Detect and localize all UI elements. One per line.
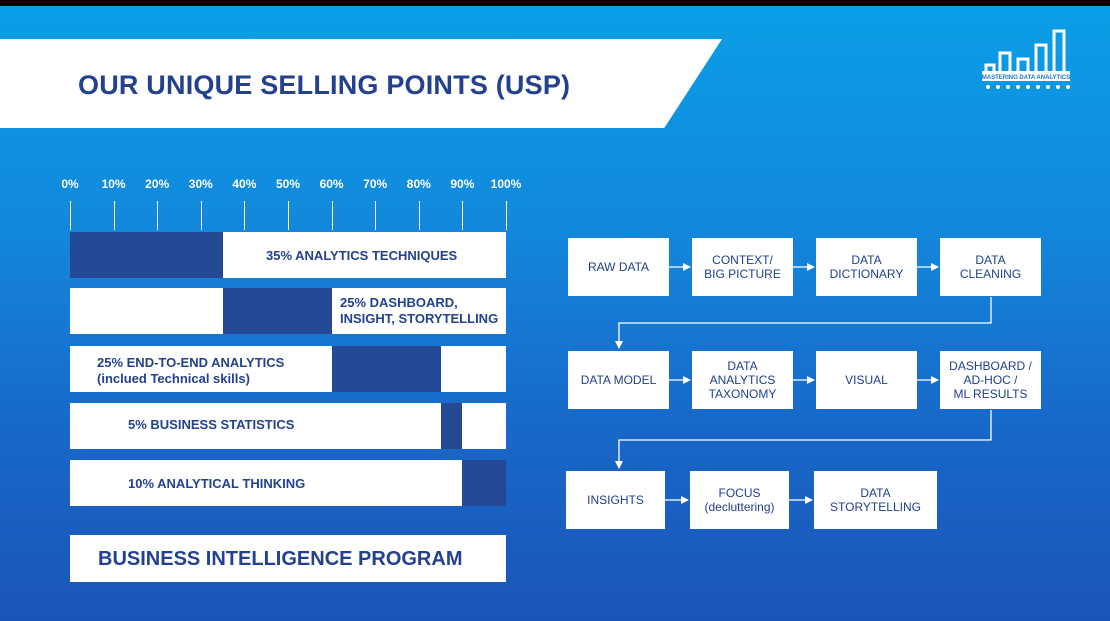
usp-bar: 5% BUSINESS STATISTICS (70, 403, 506, 449)
bar-label-line: INSIGHT, STORYTELLING (340, 311, 498, 327)
flow-step-visual: VISUAL (816, 351, 917, 409)
tick-label: 70% (363, 177, 387, 191)
flow-step-context: CONTEXT/ BIG PICTURE (692, 238, 793, 296)
tick-label: 90% (450, 177, 474, 191)
tick-line (506, 201, 507, 230)
bar-label-line: 5% BUSINESS STATISTICS (128, 417, 294, 433)
flow-step-data-model: DATA MODEL (568, 351, 669, 409)
bar-segment (223, 288, 332, 334)
tick-line (244, 201, 245, 230)
tick-line (201, 201, 202, 230)
tick-line (462, 201, 463, 230)
tick-line (375, 201, 376, 230)
bar-label-line: 25% END-TO-END ANALYTICS (97, 355, 284, 371)
tick-label: 10% (102, 177, 126, 191)
bar-label: 25% END-TO-END ANALYTICS (inclued Techni… (97, 355, 284, 387)
tick-line (70, 201, 71, 230)
page-title: OUR UNIQUE SELLING POINTS (USP) (78, 70, 570, 101)
usp-bar: 35% ANALYTICS TECHNIQUES (70, 232, 506, 278)
bar-label: 10% ANALYTICAL THINKING (128, 476, 305, 492)
bar-segment (332, 346, 441, 392)
bar-label-line: (inclued Technical skills) (97, 371, 284, 387)
tick-line (419, 201, 420, 230)
tick-label: 50% (276, 177, 300, 191)
tick-label: 20% (145, 177, 169, 191)
bar-label: 35% ANALYTICS TECHNIQUES (266, 248, 457, 264)
logo-text: MASTERING DATA ANALYTICS (982, 75, 1070, 81)
bar-label: 25% DASHBOARD, INSIGHT, STORYTELLING (340, 295, 498, 327)
usp-bar: 10% ANALYTICAL THINKING (70, 460, 506, 506)
tick-label: 100% (491, 177, 522, 191)
flow-step-focus: FOCUS (decluttering) (690, 471, 789, 529)
usp-bar: 25% END-TO-END ANALYTICS (inclued Techni… (70, 346, 506, 392)
usp-bar: 25% DASHBOARD, INSIGHT, STORYTELLING (70, 288, 506, 334)
flow-step-dashboard: DASHBOARD / AD-HOC / ML RESULTS (940, 351, 1041, 409)
flow-step-insights: INSIGHTS (566, 471, 665, 529)
bar-label-line: 10% ANALYTICAL THINKING (128, 476, 305, 492)
bar-segment (462, 460, 506, 506)
tick-label: 80% (407, 177, 431, 191)
bar-segment (70, 232, 223, 278)
tick-line (157, 201, 158, 230)
bar-segment (441, 403, 463, 449)
tick-label: 0% (61, 177, 78, 191)
tick-line (332, 201, 333, 230)
program-banner: BUSINESS INTELLIGENCE PROGRAM (70, 535, 506, 582)
tick-line (288, 201, 289, 230)
bar-label-line: 25% DASHBOARD, (340, 295, 498, 311)
bar-label-line: 35% ANALYTICS TECHNIQUES (266, 248, 457, 264)
tick-label: 60% (320, 177, 344, 191)
flow-step-storytelling: DATA STORYTELLING (814, 471, 937, 529)
tick-label: 40% (232, 177, 256, 191)
top-border (0, 0, 1110, 6)
program-title: BUSINESS INTELLIGENCE PROGRAM (98, 548, 462, 571)
tick-line (114, 201, 115, 230)
flow-step-data-dictionary: DATA DICTIONARY (816, 238, 917, 296)
bar-label: 5% BUSINESS STATISTICS (128, 417, 294, 433)
flow-step-taxonomy: DATA ANALYTICS TAXONOMY (692, 351, 793, 409)
tick-label: 30% (189, 177, 213, 191)
flow-arrow (619, 410, 991, 468)
flow-step-data-cleaning: DATA CLEANING (940, 238, 1041, 296)
flow-arrow (619, 297, 991, 348)
logo-icon: MASTERING DATA ANALYTICS (978, 27, 1084, 93)
flow-step-raw-data: RAW DATA (568, 238, 669, 296)
